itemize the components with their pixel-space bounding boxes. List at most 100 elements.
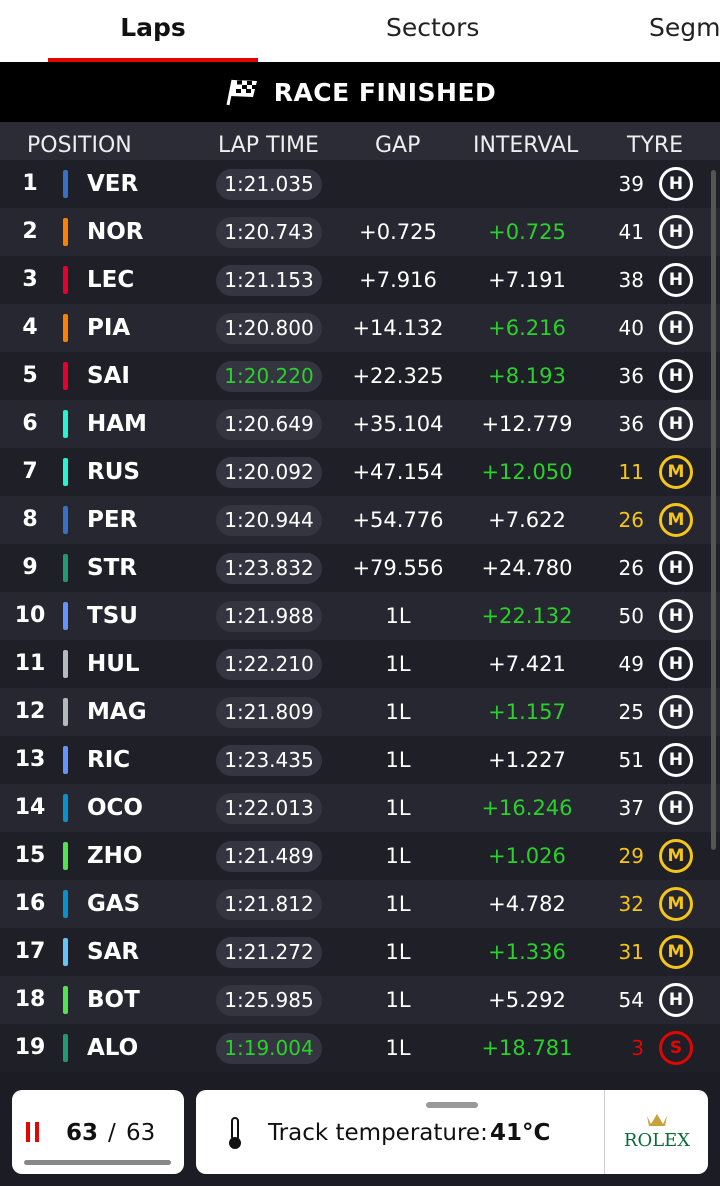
gap: 1L: [385, 892, 411, 916]
team-color-bar: [63, 698, 68, 726]
gap: 1L: [385, 748, 411, 772]
standings-table: 1 VER 1:21.035 39 H 2 NOR 1:20.743 +0.725 +0.725 4…: [0, 160, 720, 1090]
tyre-age: 25: [618, 700, 644, 724]
tyre-compound: H: [659, 167, 693, 201]
tyre-age: 31: [618, 940, 644, 964]
driver-row[interactable]: 14 OCO 1:22.013 1L +16.246 37 H: [0, 784, 720, 832]
gap: +7.916: [359, 268, 437, 292]
driver-code: STR: [87, 555, 137, 581]
tyre-compound: H: [659, 647, 693, 681]
progress-bar: [24, 1160, 171, 1165]
driver-code: ALO: [87, 1035, 139, 1061]
lap-time: 1:22.210: [216, 649, 322, 680]
table-header: POSITION LAP TIME GAP INTERVAL TYRE: [0, 122, 720, 168]
position: 4: [22, 315, 38, 340]
lap-time: 1:20.944: [216, 505, 322, 536]
total-laps: 63: [126, 1120, 156, 1146]
driver-row[interactable]: 8 PER 1:20.944 +54.776 +7.622 26 M: [0, 496, 720, 544]
team-color-bar: [63, 362, 68, 390]
interval: +24.780: [481, 556, 573, 580]
driver-row[interactable]: 2 NOR 1:20.743 +0.725 +0.725 41 H: [0, 208, 720, 256]
interval: +1.157: [488, 700, 566, 724]
tab-bar: Laps Sectors Segments: [0, 0, 720, 62]
driver-code: NOR: [87, 219, 144, 245]
driver-code: HUL: [87, 651, 140, 677]
tab[interactable]: Laps: [48, 0, 258, 62]
team-color-bar: [63, 266, 68, 294]
driver-row[interactable]: 19 ALO 1:19.004 1L +18.781 3 S: [0, 1024, 720, 1072]
interval: +1.026: [488, 844, 566, 868]
lap-time: 1:20.743: [216, 217, 322, 248]
status-banner: RACE FINISHED: [0, 62, 720, 122]
temperature-value: 41°C: [490, 1120, 551, 1146]
tyre-compound: H: [659, 983, 693, 1017]
tab[interactable]: Segments: [649, 13, 720, 42]
driver-row[interactable]: 18 BOT 1:25.985 1L +5.292 54 H: [0, 976, 720, 1024]
driver-code: SAR: [87, 939, 140, 965]
tyre-compound: H: [659, 359, 693, 393]
driver-row[interactable]: 6 HAM 1:20.649 +35.104 +12.779 36 H: [0, 400, 720, 448]
driver-row[interactable]: 3 LEC 1:21.153 +7.916 +7.191 38 H: [0, 256, 720, 304]
driver-code: OCO: [87, 795, 143, 821]
lap-time: 1:21.812: [216, 889, 322, 920]
driver-row[interactable]: 12 MAG 1:21.809 1L +1.157 25 H: [0, 688, 720, 736]
gap: 1L: [385, 844, 411, 868]
tyre-age: 36: [618, 364, 644, 388]
lap-time: 1:22.013: [216, 793, 322, 824]
driver-code: TSU: [87, 603, 138, 629]
tyre-compound: H: [659, 791, 693, 825]
tyre-compound: H: [659, 263, 693, 297]
position: 6: [22, 411, 38, 436]
driver-row[interactable]: 9 STR 1:23.832 +79.556 +24.780 26 H: [0, 544, 720, 592]
driver-row[interactable]: 13 RIC 1:23.435 1L +1.227 51 H: [0, 736, 720, 784]
driver-row[interactable]: 4 PIA 1:20.800 +14.132 +6.216 40 H: [0, 304, 720, 352]
interval: +5.292: [488, 988, 566, 1012]
gap: +14.132: [352, 316, 444, 340]
lap-time: 1:21.153: [216, 265, 322, 296]
tab[interactable]: Sectors: [386, 13, 480, 42]
driver-code: RUS: [87, 459, 140, 485]
tyre-compound: H: [659, 215, 693, 249]
tyre-age: 37: [618, 796, 644, 820]
driver-row[interactable]: 17 SAR 1:21.272 1L +1.336 31 M: [0, 928, 720, 976]
driver-code: BOT: [87, 987, 140, 1013]
banner-text: RACE FINISHED: [273, 77, 497, 107]
driver-row[interactable]: 1 VER 1:21.035 39 H: [0, 160, 720, 208]
interval: +1.227: [488, 748, 566, 772]
thermometer-icon: [229, 1117, 241, 1149]
position: 19: [14, 1035, 46, 1060]
driver-row[interactable]: 7 RUS 1:20.092 +47.154 +12.050 11 M: [0, 448, 720, 496]
position: 8: [22, 507, 38, 532]
driver-row[interactable]: 5 SAI 1:20.220 +22.325 +8.193 36 H: [0, 352, 720, 400]
driver-row[interactable]: 16 GAS 1:21.812 1L +4.782 32 M: [0, 880, 720, 928]
interval: +4.782: [488, 892, 566, 916]
lap-time: 1:20.800: [216, 313, 322, 344]
position: 12: [14, 699, 46, 724]
tyre-age: 11: [618, 460, 644, 484]
position: 13: [14, 747, 46, 772]
driver-code: RIC: [87, 747, 131, 773]
weather-card: Track temperature: 41°C ROLEX: [196, 1090, 708, 1174]
drag-handle[interactable]: [426, 1102, 478, 1108]
driver-code: PER: [87, 507, 138, 533]
driver-row[interactable]: 15 ZHO 1:21.489 1L +1.026 29 M: [0, 832, 720, 880]
driver-row[interactable]: 10 TSU 1:21.988 1L +22.132 50 H: [0, 592, 720, 640]
flag-icon: [226, 79, 257, 106]
gap: +47.154: [352, 460, 444, 484]
tyre-compound: M: [659, 887, 693, 921]
driver-code: VER: [87, 171, 139, 197]
driver-row[interactable]: 11 HUL 1:22.210 1L +7.421 49 H: [0, 640, 720, 688]
column-header: LAP TIME: [218, 133, 319, 158]
position: 9: [22, 555, 38, 580]
team-color-bar: [63, 410, 68, 438]
column-header: POSITION: [27, 133, 132, 158]
tyre-compound: H: [659, 311, 693, 345]
tyre-compound: H: [659, 599, 693, 633]
crown-icon: [647, 1114, 667, 1126]
team-color-bar: [63, 218, 68, 246]
team-color-bar: [63, 554, 68, 582]
interval: +12.050: [481, 460, 573, 484]
team-color-bar: [63, 506, 68, 534]
